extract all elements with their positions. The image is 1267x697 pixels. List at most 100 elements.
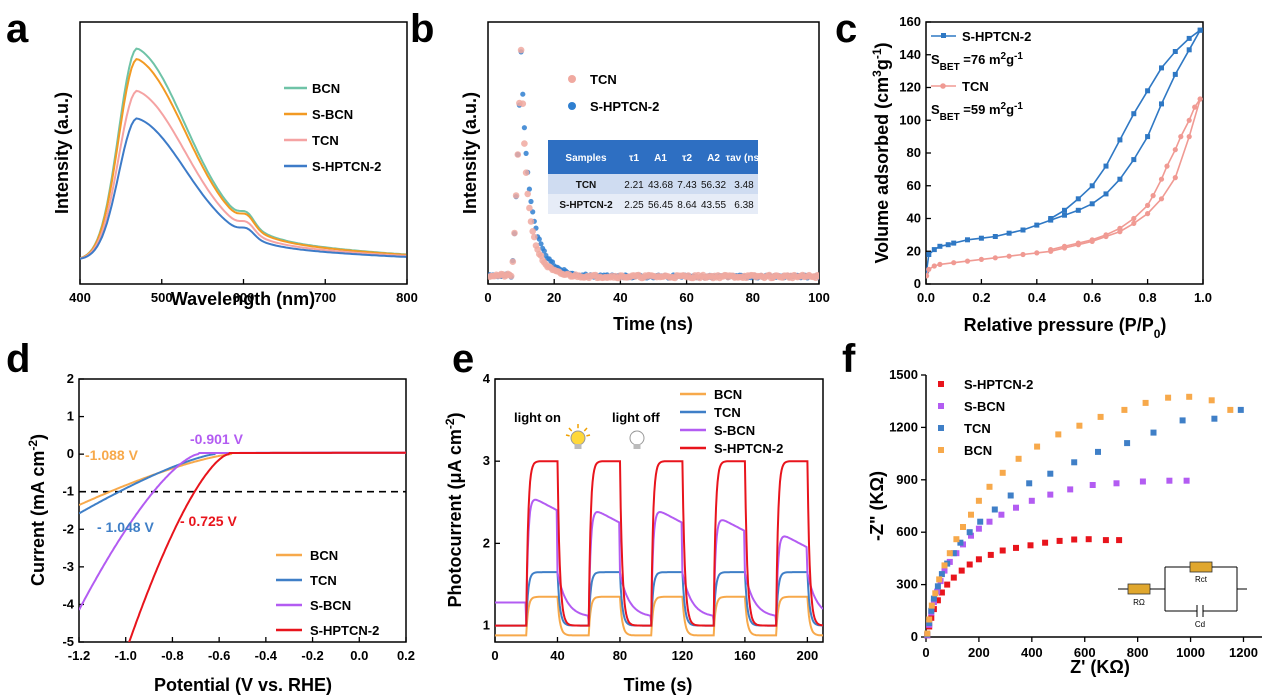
panel-d-xtick-label: -1.0 [115, 648, 137, 663]
bet-point-s-hptcn-2 [1103, 191, 1109, 197]
eis-point-tcn [930, 595, 937, 602]
bulb-glass-lit [570, 430, 586, 446]
table-header-bg [548, 140, 758, 174]
trpl-point-s-hptcn-2 [541, 248, 547, 254]
trpl-point-tcn [512, 192, 520, 199]
eis-point-bcn [1186, 393, 1193, 400]
eis-point-s-bcn [1013, 504, 1019, 511]
bet-point-tcn [1034, 250, 1040, 256]
panel-d-xtick-label: -0.8 [161, 648, 183, 663]
photocurrent-curve-s-bcn [495, 498, 823, 622]
panel-a-xtick-label: 500 [151, 290, 173, 305]
legend-label-s-hptcn-2: S-HPTCN-2 [312, 159, 381, 174]
eis-point-bcn [1097, 413, 1104, 420]
light-off-label: light off [612, 410, 660, 425]
bet-point-tcn [992, 255, 998, 261]
legend-label-tcn: TCN [310, 573, 337, 588]
bet-point-s-hptcn-2 [1075, 196, 1081, 202]
panel-e-xtick-label: 160 [734, 648, 756, 663]
bet-point-s-hptcn-2 [1048, 216, 1054, 221]
panel-d-frame [78, 378, 407, 643]
table-header-cell: τ2 [682, 153, 692, 164]
trpl-point-s-hptcn-2 [526, 186, 533, 192]
table-cell: S-HPTCN-2 [559, 200, 613, 211]
panel-e-ytick-label: 3 [483, 453, 490, 468]
panel-a-ylabel: Intensity (a.u.) [52, 92, 72, 214]
resistor-rct [1189, 561, 1213, 573]
panel-b-xtick-label: 100 [808, 290, 830, 305]
bet-point-s-hptcn-2 [951, 240, 957, 246]
eis-point-s-hptcn-2 [1027, 542, 1034, 549]
panel-d-ytick-label: -3 [62, 559, 74, 574]
bet-point-s-hptcn-2 [1186, 47, 1192, 53]
photocurrent-curve-bcn [495, 595, 823, 637]
panel-e-xtick-label: 40 [550, 648, 564, 663]
bet-point-s-hptcn-2 [1159, 101, 1164, 107]
trpl-point-s-hptcn-2 [523, 150, 529, 156]
panel-e-photocurrent: 0 40 80 120 160 200 1 2 3 4 Time (s) Photocurrent… [443, 371, 824, 695]
eis-point-tcn [1095, 448, 1101, 455]
eis-point-s-bcn [975, 525, 982, 532]
eis-point-bcn [999, 469, 1006, 476]
bet-point-tcn [1006, 253, 1012, 259]
eis-point-s-hptcn-2 [958, 567, 965, 574]
panel-f-xtick-label: 200 [968, 645, 990, 660]
eis-point-s-hptcn-2 [1071, 536, 1078, 543]
panel-d-ytick-label: -5 [62, 634, 74, 649]
eis-point-s-bcn [998, 511, 1005, 518]
table-row-bg [548, 174, 758, 194]
trpl-point-tcn [514, 151, 522, 158]
panel-a-xtick-label: 700 [314, 290, 336, 305]
bet-point-tcn [1103, 232, 1109, 238]
panel-f-xlabel: Z' (KΩ) [1070, 657, 1130, 677]
panel-e-ytick-label: 1 [483, 618, 490, 633]
eis-point-bcn [946, 550, 953, 557]
bulb-glass [629, 430, 645, 446]
panel-c-ytick-label: 20 [907, 243, 921, 258]
panel-b-ylabel: Intensity (a.u.) [460, 92, 480, 214]
bet-point-s-hptcn-2 [1062, 212, 1067, 218]
legend-label-tcn: TCN [590, 72, 617, 87]
bet-point-s-hptcn-2 [1145, 88, 1151, 94]
panel-a-xlabel: Wavelength (nm) [171, 289, 315, 309]
bet-point-tcn [964, 258, 971, 264]
legend-label-tcn: TCN [714, 405, 741, 420]
panel-e-ytick-label: 4 [483, 371, 491, 386]
eis-point-s-hptcn-2 [1042, 539, 1049, 546]
panel-c-xtick-label: 1.0 [1194, 290, 1212, 305]
legend-label-s-hptcn-2: S-HPTCN-2 [964, 377, 1033, 392]
bet-point-tcn [1150, 193, 1156, 199]
trpl-point-tcn [519, 100, 527, 107]
panel-c-ytick-label: 40 [907, 211, 921, 226]
panel-f-ytick-label: 0 [911, 629, 918, 644]
eis-point-s-bcn [1089, 482, 1096, 488]
bulb-ray [565, 434, 570, 437]
panel-f-xtick-label: 1200 [1229, 645, 1258, 660]
eis-point-s-bcn [986, 518, 993, 525]
panel-b-xlabel: Time (ns) [613, 314, 693, 334]
bet-point-tcn [1172, 147, 1178, 153]
eis-point-bcn [1076, 422, 1083, 429]
bet-point-tcn [1131, 220, 1137, 226]
bet-point-s-hptcn-2 [1006, 230, 1012, 236]
bet-point-s-hptcn-2 [931, 247, 937, 253]
legend-label-s-bcn: S-BCN [964, 399, 1005, 414]
eis-point-s-hptcn-2 [934, 597, 941, 604]
bet-point-s-hptcn-2 [1186, 35, 1192, 41]
panel-e-xtick-label: 200 [797, 648, 819, 663]
bet-point-tcn [1145, 202, 1151, 208]
legend-label-tcn: TCN [312, 133, 339, 148]
legend-label-bcn: BCN [964, 443, 992, 458]
panel-c-ytick-label: 60 [907, 178, 921, 193]
panel-f-ytick-label: 1500 [889, 367, 918, 382]
eis-point-tcn [1071, 459, 1078, 466]
trpl-point-s-hptcn-2 [528, 198, 534, 205]
table-cell: 43.55 [701, 200, 726, 211]
table-cell: 43.68 [648, 180, 673, 191]
eis-point-bcn [1015, 455, 1022, 462]
eis-point-tcn [957, 539, 964, 546]
panel-a-xtick-label: 600 [233, 290, 255, 305]
bet-point-tcn [1089, 237, 1095, 243]
bet-point-s-hptcn-2 [1197, 27, 1203, 33]
